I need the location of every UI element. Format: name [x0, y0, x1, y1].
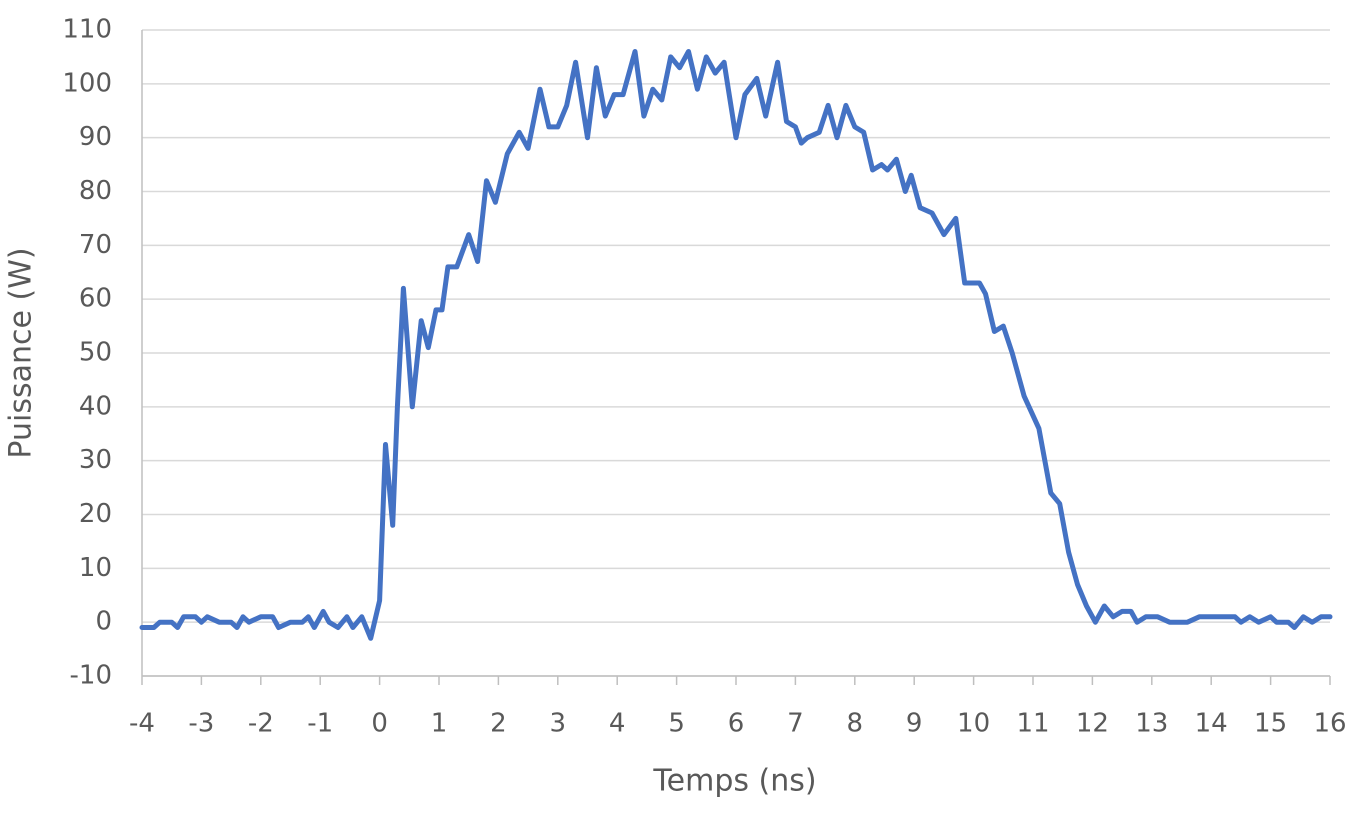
y-tick-label: 80: [79, 176, 112, 206]
x-tick-label: 15: [1254, 709, 1287, 739]
x-tick-label: 8: [847, 709, 864, 739]
x-tick-label: 9: [906, 709, 923, 739]
x-tick-label: 6: [728, 709, 745, 739]
x-tick-label: 4: [609, 709, 626, 739]
x-tick-label: 5: [668, 709, 685, 739]
x-tick-label: 2: [490, 709, 507, 739]
y-tick-label: 90: [79, 122, 112, 152]
y-axis-label: Puissance (W): [4, 247, 39, 458]
x-tick-label: 16: [1313, 709, 1346, 739]
x-tick-label: 7: [787, 709, 804, 739]
y-tick-label: 50: [79, 338, 112, 368]
y-tick-label: 0: [95, 607, 112, 637]
x-tick-label: -3: [188, 709, 214, 739]
x-tick-label: 1: [431, 709, 448, 739]
x-tick-label: 13: [1135, 709, 1168, 739]
y-tick-label: 30: [79, 445, 112, 475]
x-tick-label: 0: [371, 709, 388, 739]
y-tick-label: -10: [70, 661, 112, 691]
y-tick-label: 100: [62, 68, 112, 98]
x-tick-label: 11: [1016, 709, 1049, 739]
y-tick-label: 40: [79, 391, 112, 421]
x-tick-label: 3: [550, 709, 567, 739]
x-tick-label: -1: [307, 709, 333, 739]
y-tick-label: 10: [79, 553, 112, 583]
x-tick-label: 14: [1195, 709, 1228, 739]
y-tick-label: 70: [79, 230, 112, 260]
data-line: [139, 49, 1333, 641]
y-tick-label: 110: [62, 15, 112, 45]
y-tick-label: 20: [79, 499, 112, 529]
x-tick-label: 12: [1076, 709, 1109, 739]
y-tick-label: 60: [79, 284, 112, 314]
x-tick-label: -2: [248, 709, 274, 739]
x-tick-label: -4: [129, 709, 155, 739]
x-tick-label: 10: [957, 709, 990, 739]
x-axis-label: Temps (ns): [652, 764, 816, 799]
